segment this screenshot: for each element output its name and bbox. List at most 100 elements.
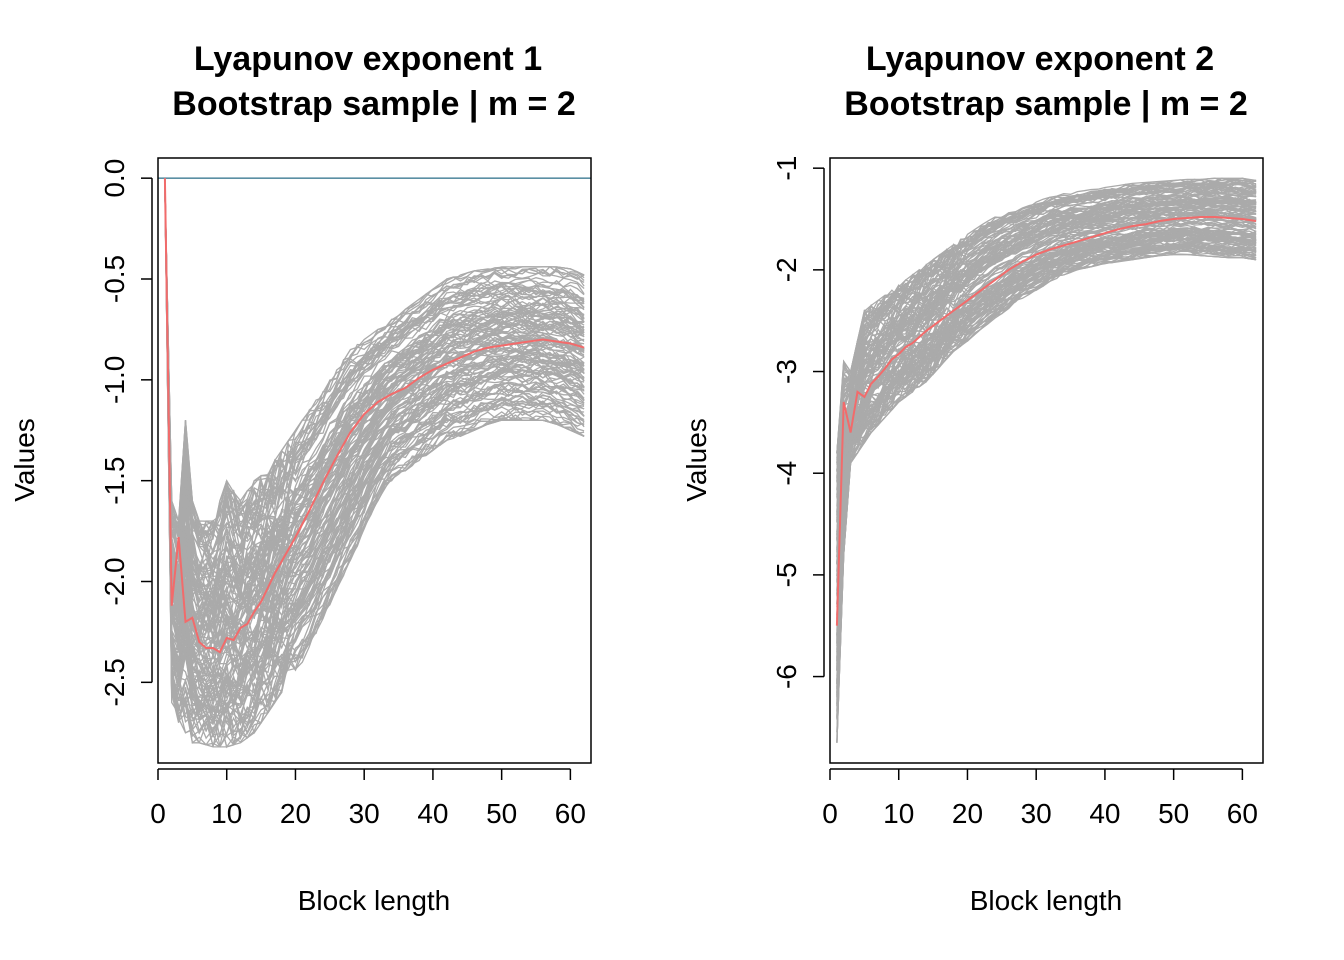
y-axis-label: Values <box>9 418 40 502</box>
bootstrap-line <box>836 184 1257 464</box>
y-axis: 0.0 -0.5 -1.0 -1.5 -2.0 -2.5 <box>99 159 153 706</box>
y-tick-label: -1.5 <box>99 457 130 505</box>
bootstrap-line <box>836 208 1257 572</box>
estimate-series <box>835 216 1257 626</box>
bootstrap-line <box>836 232 1257 641</box>
x-tick-label: 40 <box>1089 798 1120 829</box>
y-tick-label: -5 <box>771 562 802 587</box>
bootstrap-line <box>164 183 585 711</box>
y-tick-label: -3 <box>771 359 802 384</box>
bootstrap-line <box>164 187 585 576</box>
bootstrap-line <box>164 185 585 654</box>
bootstrap-line <box>164 185 585 539</box>
bootstrap-line <box>164 178 585 578</box>
bootstrap-line <box>164 182 585 747</box>
bootstrap-line <box>836 201 1257 565</box>
plot-frame <box>829 157 1264 764</box>
bootstrap-line <box>164 187 585 578</box>
y-tick-label: 0.0 <box>99 159 130 198</box>
y-tick-label: -1.0 <box>99 356 130 404</box>
bootstrap-line <box>164 187 585 723</box>
bootstrap-line <box>164 184 585 748</box>
estimate-series <box>163 178 585 654</box>
bootstrap-line <box>164 180 585 622</box>
y-tick-label: -2.5 <box>99 658 130 706</box>
bootstrap-line <box>836 236 1257 707</box>
chart-title: Lyapunov exponent 1 <box>194 40 542 78</box>
x-tick-label: 60 <box>1227 798 1258 829</box>
panel-lyapunov-2: Lyapunov exponent 2 Bootstrap sample | m… <box>681 40 1264 916</box>
x-tick-label: 0 <box>822 798 838 829</box>
y-tick-label: -2.0 <box>99 557 130 605</box>
x-tick-label: 20 <box>280 798 311 829</box>
x-tick-label: 10 <box>211 798 242 829</box>
bootstrap-line <box>164 179 585 552</box>
bootstrap-samples <box>836 177 1257 743</box>
bootstrap-line <box>164 180 585 615</box>
y-tick-label: -2 <box>771 257 802 282</box>
bootstrap-line <box>164 185 585 738</box>
x-tick-label: 30 <box>1021 798 1052 829</box>
bootstrap-line <box>836 217 1257 605</box>
panel-lyapunov-1: Lyapunov exponent 1 Bootstrap sample | m… <box>9 40 592 916</box>
bootstrap-line <box>836 245 1257 713</box>
bootstrap-line <box>836 225 1257 662</box>
bootstrap-line <box>164 179 585 635</box>
x-tick-label: 50 <box>486 798 517 829</box>
bootstrap-line <box>164 184 585 556</box>
bootstrap-line <box>164 179 585 542</box>
y-axis-label: Values <box>681 418 712 502</box>
x-tick-label: 40 <box>417 798 448 829</box>
bootstrap-line <box>164 185 585 555</box>
bootstrap-line <box>836 186 1257 496</box>
bootstrap-line <box>836 230 1257 665</box>
chart-title: Lyapunov exponent 2 <box>866 40 1214 78</box>
bootstrap-line <box>164 183 585 739</box>
bootstrap-line <box>164 182 585 634</box>
x-axis: 0 10 20 30 40 50 60 <box>150 768 586 829</box>
bootstrap-line <box>164 185 585 670</box>
bootstrap-line <box>836 228 1257 647</box>
bootstrap-line <box>164 180 585 734</box>
x-axis-label: Block length <box>298 885 451 916</box>
bootstrap-line <box>164 183 585 618</box>
y-tick-label: -0.5 <box>99 255 130 303</box>
x-tick-label: 20 <box>952 798 983 829</box>
estimate-line <box>163 178 585 654</box>
y-tick-label: -6 <box>771 664 802 689</box>
bootstrap-line <box>836 245 1257 733</box>
x-tick-label: 50 <box>1158 798 1189 829</box>
chart-subtitle: Bootstrap sample | m = 2 <box>844 85 1247 123</box>
x-tick-label: 30 <box>349 798 380 829</box>
x-tick-label: 0 <box>150 798 166 829</box>
bootstrap-line <box>836 243 1257 671</box>
bootstrap-line <box>164 180 585 748</box>
x-tick-label: 60 <box>555 798 586 829</box>
y-tick-label: -4 <box>771 461 802 486</box>
bootstrap-line <box>164 178 585 602</box>
plot-frame <box>157 157 592 764</box>
bootstrap-line <box>836 240 1257 694</box>
chart-subtitle: Bootstrap sample | m = 2 <box>172 85 575 123</box>
bootstrap-line <box>836 199 1257 558</box>
x-tick-label: 10 <box>883 798 914 829</box>
bootstrap-line <box>836 197 1257 513</box>
y-axis: -1 -2 -3 -4 -5 -6 <box>771 156 825 689</box>
bootstrap-samples <box>164 178 585 749</box>
bootstrap-line <box>836 252 1257 712</box>
bootstrap-line <box>164 178 585 712</box>
x-axis-label: Block length <box>970 885 1123 916</box>
bootstrap-line <box>164 181 585 537</box>
bootstrap-line <box>164 183 585 722</box>
bootstrap-line <box>164 180 585 576</box>
bootstrap-line <box>836 177 1257 479</box>
bootstrap-line <box>164 186 585 710</box>
bootstrap-line <box>164 180 585 594</box>
estimate-line <box>835 216 1257 626</box>
y-tick-label: -1 <box>771 156 802 181</box>
bootstrap-line <box>836 192 1257 499</box>
bootstrap-line <box>164 185 585 703</box>
bootstrap-line <box>836 206 1257 550</box>
x-axis: 0 10 20 30 40 50 60 <box>822 768 1258 829</box>
